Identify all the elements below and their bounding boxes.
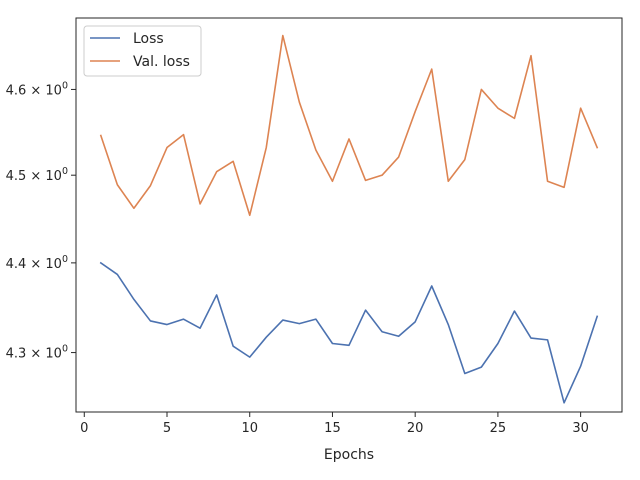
series-layer bbox=[99, 34, 599, 404]
x-tick-label: 25 bbox=[490, 421, 507, 436]
series-line-val-loss bbox=[99, 34, 599, 217]
legend: Loss Val. loss bbox=[83, 25, 202, 77]
y-tick-label: 4.4 × 100 bbox=[6, 254, 68, 272]
plot-frame bbox=[75, 17, 623, 413]
legend-label-loss: Loss bbox=[133, 31, 164, 47]
series-line-loss bbox=[99, 261, 599, 404]
legend-label-val-loss: Val. loss bbox=[133, 54, 190, 70]
y-tick-label: 4.3 × 100 bbox=[6, 344, 68, 362]
plot-area bbox=[76, 18, 622, 412]
x-tick-label: 20 bbox=[407, 421, 424, 436]
x-tick-label: 5 bbox=[163, 421, 171, 436]
x-tick-label: 10 bbox=[241, 421, 258, 436]
y-axis: 4.3 × 100 4.4 × 100 4.5 × 100 4.6 × 100 bbox=[6, 80, 76, 362]
x-axis: 0 5 10 15 20 25 30 bbox=[80, 412, 589, 436]
x-tick-label: 0 bbox=[80, 421, 88, 436]
x-axis-label: Epochs bbox=[324, 447, 374, 463]
y-tick-label: 4.5 × 100 bbox=[6, 166, 68, 184]
x-tick-label: 15 bbox=[324, 421, 341, 436]
y-tick-label: 4.6 × 100 bbox=[6, 80, 68, 98]
x-tick-label: 30 bbox=[572, 421, 589, 436]
